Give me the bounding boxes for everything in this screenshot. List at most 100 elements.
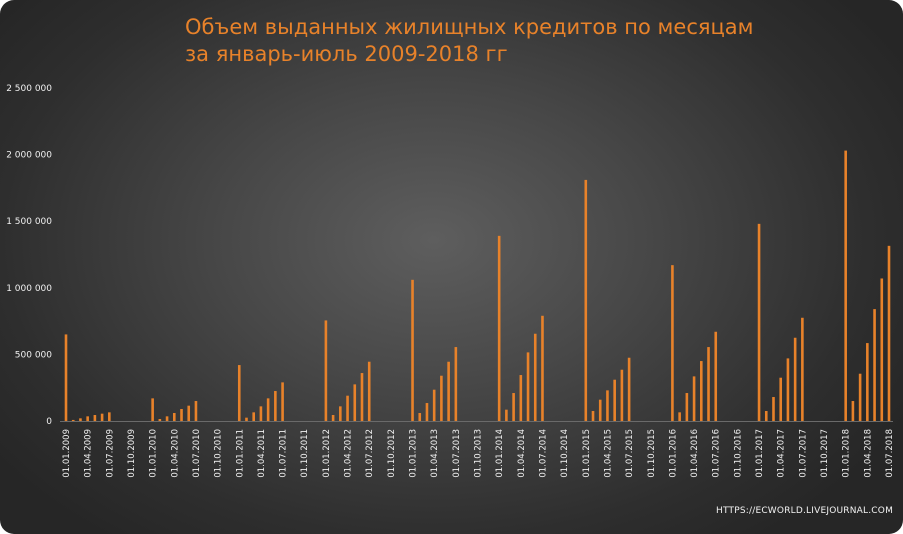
bar bbox=[700, 361, 703, 421]
bar bbox=[346, 395, 349, 421]
bar bbox=[245, 417, 248, 421]
bar bbox=[165, 416, 169, 421]
x-tick-label: 01.01.2011 bbox=[235, 429, 245, 478]
x-tick-label: 01.01.2010 bbox=[149, 429, 159, 478]
x-tick-label: 01.10.2013 bbox=[474, 429, 484, 478]
bar bbox=[411, 279, 414, 421]
x-tick-label: 01.07.2016 bbox=[712, 429, 722, 478]
bar bbox=[100, 413, 104, 421]
bar bbox=[64, 334, 68, 421]
bar bbox=[505, 409, 508, 421]
x-tick-label: 01.07.2018 bbox=[885, 429, 895, 478]
x-tick-label: 01.01.2012 bbox=[322, 429, 332, 478]
x-tick-label: 01.10.2010 bbox=[214, 429, 224, 478]
x-tick-label: 01.04.2012 bbox=[344, 429, 354, 478]
x-tick-label: 01.01.2016 bbox=[668, 429, 678, 478]
bar bbox=[454, 347, 458, 421]
bar bbox=[194, 401, 198, 421]
chart-title: Объем выданных жилищных кредитов по меся… bbox=[185, 14, 825, 68]
x-tick-label: 01.07.2013 bbox=[452, 429, 462, 478]
bar bbox=[613, 379, 616, 421]
x-tick-label: 01.04.2014 bbox=[517, 429, 527, 478]
bar bbox=[432, 389, 436, 421]
bar bbox=[158, 419, 162, 421]
bar bbox=[512, 393, 515, 421]
bar bbox=[851, 401, 855, 421]
bar bbox=[533, 333, 537, 421]
x-tick-label: 01.10.2017 bbox=[820, 429, 830, 478]
bar bbox=[541, 315, 544, 421]
bar bbox=[187, 405, 191, 421]
x-tick-label: 01.01.2015 bbox=[582, 429, 592, 478]
x-tick-label: 01.01.2017 bbox=[755, 429, 765, 478]
bar bbox=[584, 179, 588, 421]
x-tick-label: 01.07.2011 bbox=[279, 429, 289, 478]
bar bbox=[86, 416, 89, 421]
bar bbox=[281, 382, 284, 421]
y-tick-label: 2 500 000 bbox=[6, 84, 52, 94]
bar bbox=[801, 317, 804, 421]
y-tick-label: 1 000 000 bbox=[6, 284, 52, 294]
bar bbox=[685, 393, 689, 421]
x-tick-label: 01.01.2009 bbox=[62, 429, 72, 478]
x-tick-label: 01.07.2017 bbox=[798, 429, 808, 478]
bar bbox=[858, 373, 862, 421]
bar bbox=[591, 411, 595, 421]
x-tick-label: 01.04.2018 bbox=[863, 429, 873, 478]
bar bbox=[108, 412, 111, 421]
source-credit: HTTPS://ECWORLD.LIVEJOURNAL.COM bbox=[716, 506, 894, 516]
bar bbox=[425, 403, 429, 421]
bar bbox=[93, 415, 97, 421]
bar bbox=[266, 398, 270, 421]
x-tick-label: 01.07.2009 bbox=[105, 429, 115, 478]
x-tick-label: 01.01.2013 bbox=[409, 429, 419, 478]
x-tick-label: 01.07.2014 bbox=[538, 429, 548, 478]
bar bbox=[620, 369, 624, 421]
bar bbox=[274, 391, 277, 421]
x-tick-label: 01.01.2014 bbox=[495, 429, 505, 478]
y-tick-label: 2 000 000 bbox=[6, 151, 52, 161]
x-tick-label: 01.04.2015 bbox=[603, 429, 613, 478]
bar bbox=[339, 406, 342, 421]
bar bbox=[172, 413, 176, 421]
x-tick-label: 01.01.2018 bbox=[842, 429, 852, 478]
bar bbox=[497, 235, 501, 421]
x-tick-label: 01.10.2014 bbox=[560, 429, 570, 478]
bar bbox=[880, 278, 884, 421]
bar bbox=[714, 331, 718, 421]
x-tick-label: 01.10.2016 bbox=[733, 429, 743, 478]
bar bbox=[772, 397, 775, 421]
bar bbox=[360, 373, 364, 421]
bar bbox=[786, 358, 790, 421]
x-tick-label: 01.04.2016 bbox=[690, 429, 700, 478]
x-tick-label: 01.04.2017 bbox=[777, 429, 787, 478]
bar bbox=[331, 415, 335, 421]
chart-title-line-1: Объем выданных жилищных кредитов по меся… bbox=[185, 15, 754, 39]
chart-title-line-2: за январь-июль 2009-2018 гг bbox=[185, 42, 508, 66]
bar bbox=[519, 375, 523, 421]
x-tick-label: 01.07.2015 bbox=[625, 429, 635, 478]
bar bbox=[678, 412, 681, 421]
bar bbox=[757, 223, 761, 421]
bar bbox=[598, 399, 602, 421]
x-tick-label: 01.04.2009 bbox=[84, 429, 94, 478]
x-tick-label: 01.07.2012 bbox=[365, 429, 375, 478]
bar bbox=[367, 361, 371, 421]
bar bbox=[866, 343, 869, 421]
bar bbox=[237, 365, 241, 421]
bar bbox=[692, 376, 696, 421]
bar bbox=[844, 150, 847, 421]
bar bbox=[418, 413, 422, 421]
bar bbox=[324, 320, 328, 421]
bar bbox=[707, 347, 710, 421]
bar bbox=[259, 406, 263, 421]
x-tick-label: 01.10.2012 bbox=[387, 429, 397, 478]
x-tick-label: 01.04.2011 bbox=[257, 429, 267, 478]
bar bbox=[353, 384, 357, 421]
bar bbox=[440, 375, 443, 421]
bar bbox=[671, 265, 674, 421]
x-tick-label: 01.04.2013 bbox=[430, 429, 440, 478]
x-tick-label: 01.07.2010 bbox=[192, 429, 202, 478]
